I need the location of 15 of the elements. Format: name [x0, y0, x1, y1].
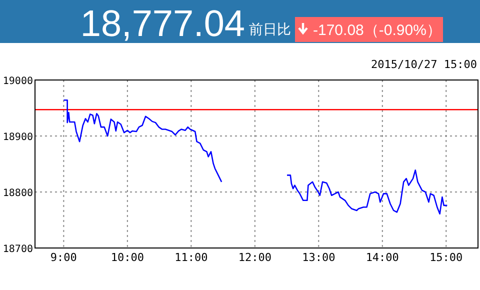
y-tick-label: 18900 [2, 132, 33, 143]
text: 2015/10/27 15:00 [371, 58, 477, 71]
y-tick-label: 18800 [2, 188, 33, 199]
y-tick-label: 19000 [2, 76, 33, 87]
x-tick-label: 13:00 [302, 251, 336, 264]
chart-title: 18,777.04 [80, 3, 245, 44]
x-tick-label: 15:00 [430, 251, 463, 264]
x-tick-label: 12:00 [238, 251, 272, 264]
chart-subtitle: 前日比 [249, 22, 291, 38]
x-tick-label: 9:00 [50, 251, 77, 264]
x-tick-label: 14:00 [366, 251, 399, 264]
y-tick-label: 18700 [2, 244, 33, 255]
x-tick-label: 11:00 [174, 251, 208, 264]
text: -170.08（-0.90%） [313, 22, 442, 39]
x-tick-label: 10:00 [110, 251, 144, 264]
